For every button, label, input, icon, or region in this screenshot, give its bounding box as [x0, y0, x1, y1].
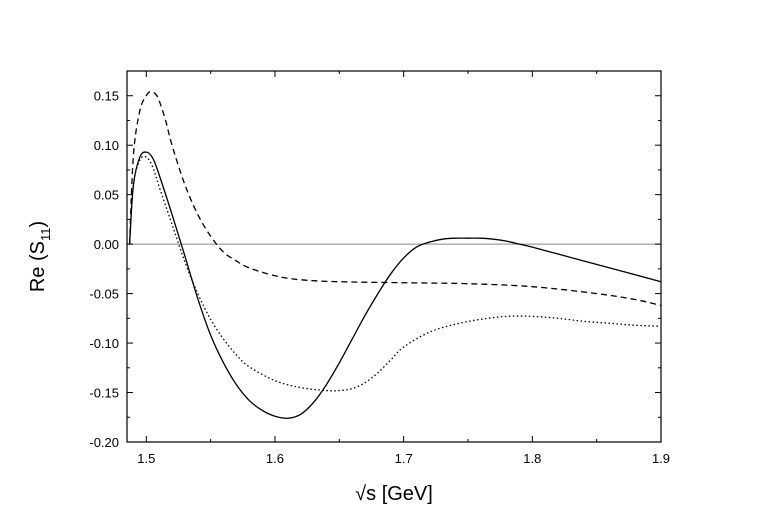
- y-tick-label: -0.15: [89, 386, 119, 401]
- x-tick-label: 1.6: [266, 451, 284, 466]
- y-axis-title-main: Re (S: [27, 241, 49, 292]
- x-tick-label: 1.9: [652, 451, 670, 466]
- x-axis-title: √s [GeV]: [355, 483, 433, 505]
- series-line-solid: [128, 151, 662, 419]
- series-line-dashed: [128, 91, 662, 307]
- y-axis-title-subscript: 11: [38, 228, 53, 242]
- x-tick-label: 1.8: [523, 451, 541, 466]
- ticks-layer: 1.5 1.6 1.7 1.8 1.9 -0.20 -0.15 -0.10 -0.05 0.00 0…: [89, 70, 670, 466]
- y-tick-label: 0.05: [94, 188, 119, 203]
- y-tick-label: 0.00: [94, 237, 119, 252]
- y-axis-title-close: ): [27, 221, 49, 228]
- x-tick-label: 1.5: [137, 451, 155, 466]
- y-tick-label: -0.10: [89, 336, 119, 351]
- series-line-dotted: [128, 155, 662, 392]
- y-tick-label: -0.05: [89, 287, 119, 302]
- plot-frame: [126, 70, 662, 443]
- series-layer: [128, 91, 662, 419]
- y-tick-label: 0.10: [94, 138, 119, 153]
- y-tick-label: 0.15: [94, 89, 119, 104]
- y-axis-title: Re (S11): [27, 221, 53, 292]
- x-tick-label: 1.7: [395, 451, 413, 466]
- y-tick-label: -0.20: [89, 435, 119, 450]
